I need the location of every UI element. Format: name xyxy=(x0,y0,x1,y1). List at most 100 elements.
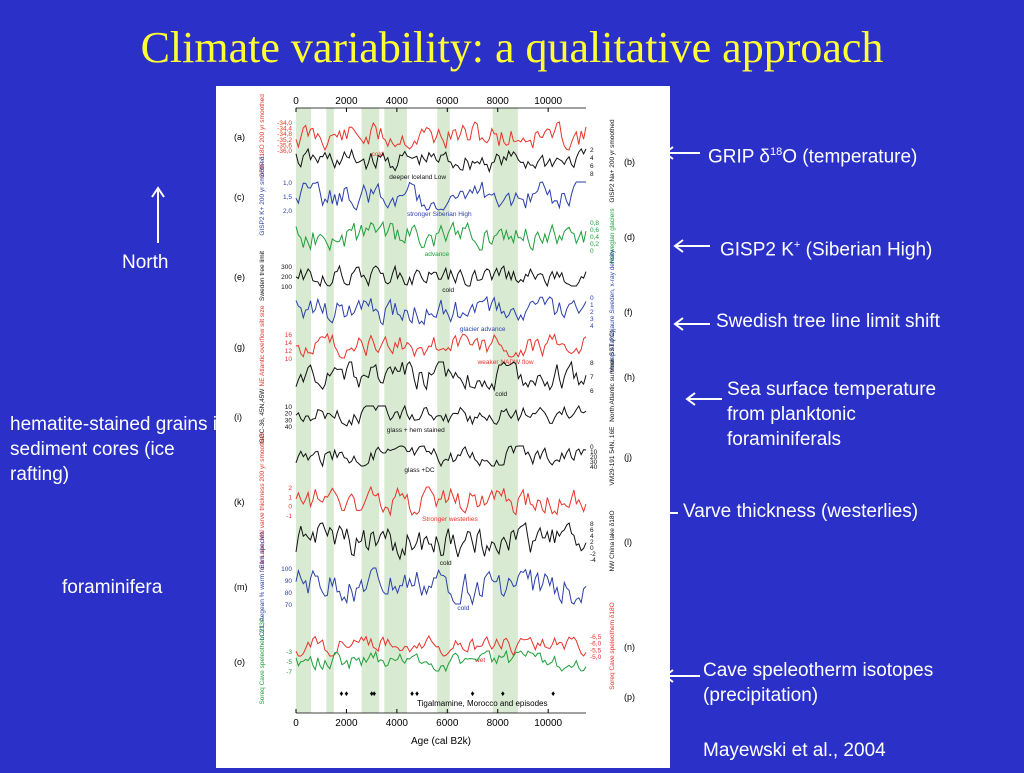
y-tick-label: 12 xyxy=(285,348,293,355)
hematite-line-3: rafting) xyxy=(10,464,70,485)
x-tick-label: 4000 xyxy=(386,718,409,729)
y-tick-label: 200 xyxy=(281,274,292,281)
y-tick-label: 1 xyxy=(590,302,594,309)
sst-line-1: Sea surface temperature xyxy=(727,379,937,400)
y-tick-label: 2 xyxy=(590,539,594,546)
y-tick-label: 0,4 xyxy=(590,234,599,241)
panel-id: (i) xyxy=(234,412,242,422)
series-label: LC21, Aegean % warm foram species xyxy=(259,531,266,640)
y-tick-label: 70 xyxy=(285,602,293,609)
y-tick-label: 2,0 xyxy=(283,208,292,215)
panel-id: (f) xyxy=(624,307,633,317)
green-band xyxy=(296,108,312,713)
event-marker: ♦ xyxy=(410,689,414,698)
y-tick-label: -34,8 xyxy=(277,131,292,138)
x-tick-label-top: 2000 xyxy=(335,96,358,107)
sst-annotation: Sea surface temperature from planktonic … xyxy=(727,377,936,452)
arrow-left-icon xyxy=(685,392,722,406)
panel-note: deeper Iceland Low xyxy=(389,174,446,181)
x-tick-label: 10000 xyxy=(534,718,562,729)
y-tick-label: 0 xyxy=(590,248,594,255)
y-tick-label: 16 xyxy=(285,332,293,339)
series-label: Vuolep Allakasjaure Sweden, x-ray densit… xyxy=(609,249,616,372)
series-line xyxy=(295,485,587,517)
y-tick-label: -3 xyxy=(286,649,292,656)
series-line xyxy=(295,445,587,468)
green-band xyxy=(384,108,407,713)
panel-note: wet xyxy=(474,657,485,664)
series-label: GGC-36, 45N,45W xyxy=(259,388,266,444)
y-tick-label: 8 xyxy=(590,360,594,367)
panel-id: (p) xyxy=(624,692,635,702)
x-tick-label-top: 10000 xyxy=(534,96,562,107)
hematite-line-2: sediment cores (ice xyxy=(10,439,175,460)
panel-note: cold xyxy=(440,560,452,567)
y-tick-label: -4 xyxy=(590,557,596,564)
y-tick-label: 10 xyxy=(285,356,293,363)
series-line xyxy=(295,220,587,252)
series-label: GRIP δ18O 200 yr smoothed xyxy=(259,94,266,178)
series-label: Soreq Cave speleothem δ18O xyxy=(609,602,616,689)
series-line xyxy=(295,634,587,657)
panel-id: (d) xyxy=(624,232,635,242)
y-tick-label: -6,5 xyxy=(590,634,602,641)
y-tick-label: 3 xyxy=(590,316,594,323)
y-tick-label: -1 xyxy=(286,513,292,520)
series-line xyxy=(295,264,587,288)
y-tick-label: 90 xyxy=(285,578,293,585)
y-tick-label: 2 xyxy=(590,147,594,154)
y-tick-label: -34,4 xyxy=(277,126,292,133)
y-tick-label: -36,0 xyxy=(277,148,292,155)
panel-id: (m) xyxy=(234,582,248,592)
series-line xyxy=(295,360,587,392)
series-line xyxy=(295,295,587,326)
x-tick-label-top: 4000 xyxy=(386,96,409,107)
panel-note: cold xyxy=(372,151,384,158)
hematite-annotation: hematite-stained grains in sediment core… xyxy=(10,412,228,487)
tree-annotation: Swedish tree line limit shift xyxy=(716,311,940,332)
slide-title: Climate variability: a qualitative appro… xyxy=(140,23,884,72)
panel-id: (j) xyxy=(624,452,632,462)
y-tick-label: 2 xyxy=(590,309,594,316)
figure-panel: 0 0 2000 2000 4000 4000 6000 6000 8000 8000 10000 1… xyxy=(216,86,670,768)
panel-note: cold xyxy=(495,391,507,398)
series-line xyxy=(295,121,587,152)
panel-note: weaker NADW flow xyxy=(477,359,534,366)
series-line xyxy=(295,567,587,606)
panel-id: (b) xyxy=(624,157,635,167)
panel-id: (e) xyxy=(234,272,245,282)
arrow-left-icon xyxy=(673,317,710,331)
y-tick-label: -5,0 xyxy=(590,654,602,661)
y-tick-label: 0,6 xyxy=(590,227,599,234)
y-tick-label: 2 xyxy=(288,485,292,492)
panel-id: (k) xyxy=(234,497,245,507)
y-tick-label: 80 xyxy=(285,590,293,597)
y-tick-label: 14 xyxy=(285,340,293,347)
grip-annotation: GRIP δ18O (temperature) xyxy=(708,146,918,168)
event-marker: ♦ xyxy=(551,689,555,698)
y-tick-label: 40 xyxy=(590,464,598,471)
y-tick-label: 100 xyxy=(281,284,292,291)
y-tick-label: 0 xyxy=(288,504,292,511)
x-tick-label-top: 8000 xyxy=(487,96,510,107)
gisp2-annotation: GISP2 K+ (Siberian High) xyxy=(720,239,933,261)
north-arrow-icon xyxy=(151,186,165,243)
foraminifera-annotation: foraminifera xyxy=(62,577,163,598)
series-line xyxy=(295,404,587,427)
panel-id: (l) xyxy=(624,537,632,547)
varve-annotation: Varve thickness (westerlies) xyxy=(683,501,919,522)
x-tick-label: 0 xyxy=(293,718,299,729)
series-line xyxy=(295,521,587,561)
cave-line-2: (precipitation) xyxy=(703,685,819,706)
x-tick-label-top: 6000 xyxy=(436,96,459,107)
x-axis-label: Age (cal B2k) xyxy=(411,736,471,747)
y-tick-label: 8 xyxy=(590,171,594,178)
panel-id: (a) xyxy=(234,132,245,142)
panel-id: (c) xyxy=(234,192,245,202)
panel-note: glass + hem stained xyxy=(387,427,445,434)
event-marker: ♦ xyxy=(470,689,474,698)
panel-note: Tigalmamine, Morocco and episodes xyxy=(417,699,547,708)
series-line xyxy=(295,649,587,673)
y-tick-label: -35,2 xyxy=(277,137,292,144)
y-tick-label: 6 xyxy=(590,527,594,534)
